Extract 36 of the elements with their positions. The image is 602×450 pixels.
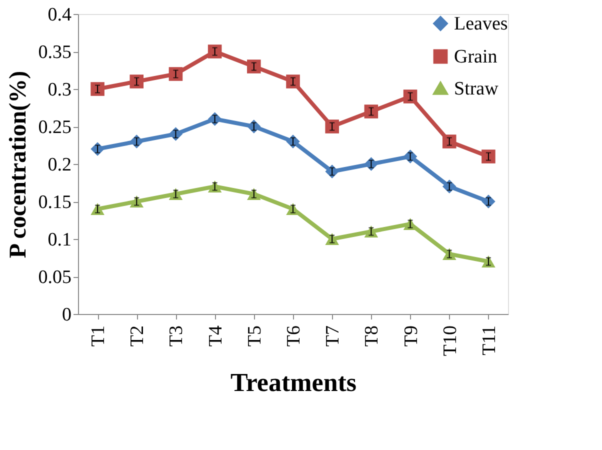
y-tick-label: 0.3: [48, 80, 72, 100]
point: [442, 134, 456, 148]
point: [168, 67, 183, 81]
point: [482, 150, 496, 164]
point: [130, 74, 144, 88]
y-tick-label: 0.05: [38, 267, 72, 288]
x-tick-label: T3: [166, 326, 188, 347]
x-tick-label: T10: [440, 326, 461, 356]
x-tick-label: T6: [284, 326, 304, 347]
x-tick-label: T11: [478, 326, 500, 356]
point: [286, 74, 300, 88]
x-axis-title: Treatments: [230, 368, 357, 398]
x-tick-label: T2: [127, 326, 148, 347]
y-tick-label: 0.4: [48, 4, 72, 26]
x-tick-label: T1: [88, 326, 110, 347]
x-tick-label: T5: [244, 326, 266, 347]
legend-label: Leaves: [454, 14, 508, 34]
y-tick-label: 0.2: [48, 154, 72, 176]
point: [403, 90, 418, 104]
point: [247, 60, 261, 74]
point: [90, 82, 104, 96]
y-tick-label: 0.35: [38, 42, 72, 63]
y-axis-title: P cocentration(%): [5, 70, 32, 258]
x-tick-label: T4: [205, 325, 226, 347]
x-tick-label: T9: [400, 326, 422, 347]
point: [208, 44, 222, 58]
legend-label: Grain: [454, 46, 498, 68]
y-tick-label: 0.1: [48, 230, 72, 250]
y-tick-label: 0: [62, 304, 72, 326]
y-tick-label: 0.25: [38, 117, 72, 138]
point: [325, 120, 339, 134]
legend-label: Straw: [454, 78, 499, 100]
y-tick-label: 0.15: [38, 192, 72, 213]
x-tick-label: T7: [322, 326, 344, 347]
x-tick-label: T8: [362, 326, 383, 347]
point: [364, 104, 378, 118]
